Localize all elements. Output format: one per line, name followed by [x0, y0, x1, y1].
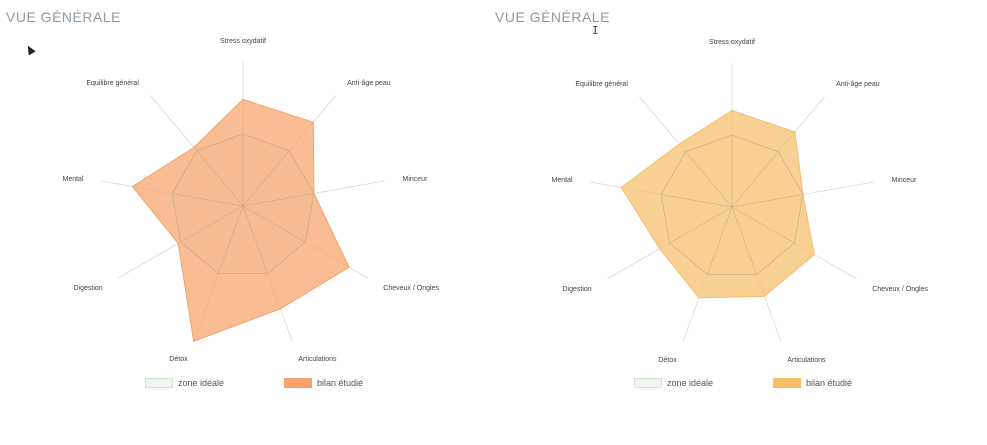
axis-label-minceur: Minceur — [403, 176, 429, 183]
inner-spoke — [707, 206, 733, 275]
axis-label-equilibre-general: Equilibre général — [575, 81, 628, 88]
inner-spoke — [669, 206, 733, 244]
legend-label-studied: bilan étudié — [317, 378, 364, 388]
axis-label-digestion: Digestion — [74, 285, 103, 292]
series-area-bilan-etudie — [131, 98, 350, 342]
grid-ring — [171, 133, 315, 275]
inner-spoke — [218, 205, 244, 274]
axis-label-stress-oxydatif: Stress oxydatif — [220, 38, 266, 45]
axis-label-anti-age-peau: Anti-âge peau — [836, 81, 880, 88]
inner-spoke — [685, 151, 733, 208]
axis-label-anti-age-peau: Anti-âge peau — [347, 80, 391, 87]
axis-label-digestion: Digestion — [563, 286, 592, 293]
axis-label-cheveux-ongles: Cheveux / Ongles — [383, 285, 439, 292]
axis-label-equilibre-general: Equilibre général — [86, 80, 139, 87]
legend-swatch-ideal — [145, 378, 173, 388]
inner-spoke — [242, 205, 268, 274]
chart-title: VUE GÉNÉRALE — [495, 9, 610, 25]
legend-item-ideal[interactable]: zone idéale — [634, 376, 713, 390]
legend-label-studied: bilan étudié — [806, 378, 853, 388]
legend-swatch-studied — [284, 378, 312, 388]
axis-label-detox: Détox — [169, 356, 188, 363]
axis-label-articulations: Articulations — [298, 356, 337, 363]
inner-spoke — [172, 193, 244, 207]
inner-spoke — [731, 206, 795, 244]
axis-label-articulations: Articulations — [787, 357, 826, 364]
inner-spoke — [731, 206, 757, 275]
radar-chart: Stress oxydatif Anti-âge peau Minceur Cheve… — [551, 39, 928, 364]
legend-item-studied[interactable]: bilan étudié — [773, 376, 852, 390]
left-chart-panel: VUE GÉNÉRALE Stress oxydatif Anti-âge pea… — [0, 0, 490, 445]
axis-label-mental: Mental — [551, 177, 572, 184]
axis-label-cheveux-ongles: Cheveux / Ongles — [872, 286, 928, 293]
inner-spoke — [242, 205, 306, 243]
axis-label-stress-oxydatif: Stress oxydatif — [709, 39, 755, 46]
inner-spoke — [731, 194, 803, 208]
axis-label-mental: Mental — [62, 176, 83, 183]
chart-title: VUE GÉNÉRALE — [6, 9, 121, 25]
right-chart-panel: VUE GÉNÉRALE Stress oxydatif Anti-âge pea… — [489, 0, 979, 445]
axis-label-minceur: Minceur — [892, 177, 918, 184]
grid-ring — [660, 134, 804, 276]
legend-item-ideal[interactable]: zone idéale — [145, 376, 224, 390]
inner-spoke — [242, 150, 290, 207]
radar-chart: Stress oxydatif Anti-âge peau Minceur Cheve… — [62, 38, 439, 363]
inner-spoke — [731, 151, 779, 208]
series-area-bilan-etudie — [620, 109, 815, 299]
inner-spoke — [196, 150, 244, 207]
legend-item-studied[interactable]: bilan étudié — [284, 376, 363, 390]
legend-label-ideal: zone idéale — [178, 378, 225, 388]
axis-label-detox: Détox — [658, 357, 677, 364]
legend-swatch-ideal — [634, 378, 662, 388]
inner-spoke — [661, 194, 733, 208]
legend-swatch-studied — [773, 378, 801, 388]
inner-spoke — [242, 193, 314, 207]
text-cursor-icon: I — [592, 24, 599, 37]
legend-label-ideal: zone idéale — [667, 378, 714, 388]
inner-spoke — [180, 205, 244, 243]
